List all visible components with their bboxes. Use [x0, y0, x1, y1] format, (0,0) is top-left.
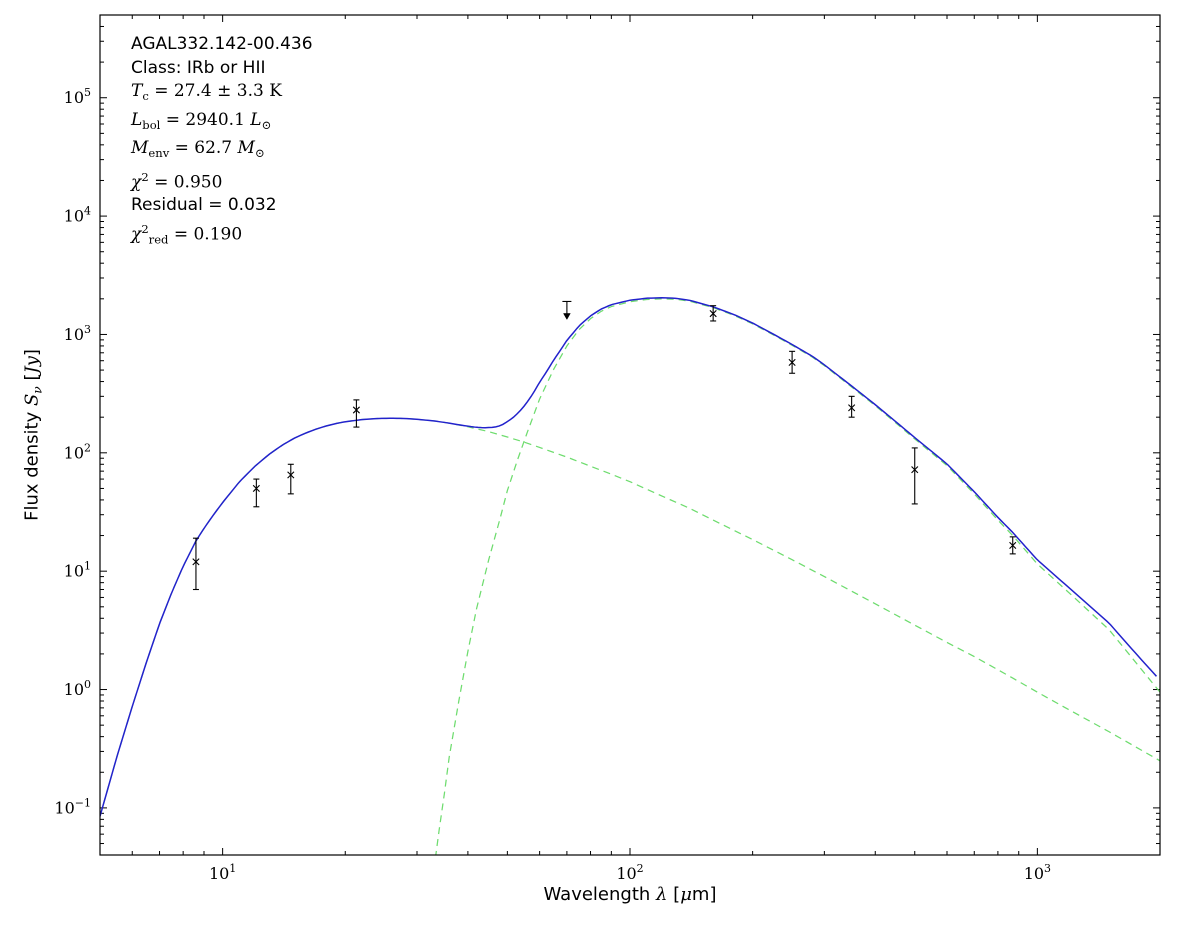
- y-tick-label: 100: [64, 678, 91, 699]
- upper-limit-arrow-icon: [563, 313, 571, 320]
- warm-component-curve: [100, 417, 1160, 817]
- text-segment: 2: [141, 221, 149, 236]
- data-marker: [788, 358, 796, 367]
- annotation-line: χ2red = 0.190: [131, 218, 313, 252]
- data-marker: [848, 404, 856, 412]
- data-marker: [709, 310, 717, 318]
- annotation-block: AGAL332.142-00.436 Class: IRb or HII Tc = …: [131, 33, 313, 252]
- data-marker: [352, 406, 360, 414]
- text-segment: m]: [691, 884, 717, 905]
- text-segment: S: [21, 393, 43, 407]
- annotation-line: χ2 = 0.950: [131, 166, 313, 195]
- text-segment: = 0.190: [168, 224, 243, 245]
- text-segment: L: [131, 109, 143, 130]
- total-model-curve: [100, 296, 1158, 817]
- x-axis-label: Wavelength λ [μm]: [544, 884, 717, 905]
- text-segment: T: [131, 81, 143, 101]
- plot-frame: [99, 14, 1161, 856]
- text-segment: χ: [131, 224, 142, 245]
- y-tick-label: 10−1: [54, 796, 91, 817]
- text-segment: env: [148, 146, 170, 161]
- text-segment: λ: [656, 884, 668, 905]
- text-segment: [: [667, 884, 681, 905]
- text-segment: c: [142, 89, 149, 104]
- text-segment: Class: IRb or HII: [131, 57, 266, 78]
- data-marker: [1009, 541, 1017, 550]
- text-segment: L: [250, 109, 262, 130]
- text-segment: M: [131, 138, 149, 159]
- x-tick-label: 103: [1024, 862, 1051, 883]
- text-segment: ⊙: [261, 117, 272, 132]
- y-tick-label: 104: [64, 205, 91, 226]
- annotation-line: Class: IRb or HII: [131, 57, 313, 81]
- text-segment: [: [21, 373, 43, 387]
- text-segment: ⊙: [254, 146, 265, 161]
- text-segment: Residual = 0.032: [131, 195, 277, 216]
- text-segment: = 2940.1: [160, 109, 251, 130]
- data-marker: [192, 558, 200, 566]
- y-tick-label: 105: [64, 86, 91, 107]
- text-segment: = 27.4 ± 3.3 K: [148, 81, 282, 101]
- text-segment: 2: [141, 169, 149, 184]
- text-segment: Wavelength: [543, 884, 657, 905]
- data-marker: [252, 484, 260, 493]
- cold-component-curve: [435, 298, 1160, 855]
- data-points: [192, 300, 1017, 591]
- text-segment: Jy: [21, 356, 43, 374]
- annotation-line: Lbol = 2940.1 L⊙: [131, 109, 313, 138]
- text-segment: = 0.950: [148, 171, 223, 192]
- axis-ticks: [100, 15, 1160, 855]
- text-segment: bol: [142, 117, 161, 132]
- x-tick-label: 102: [616, 862, 643, 883]
- y-tick-label: 102: [64, 441, 91, 462]
- data-marker: [911, 466, 919, 474]
- text-segment: ]: [21, 349, 43, 357]
- text-segment: = 62.7: [169, 138, 238, 159]
- annotation-line: Tc = 27.4 ± 3.3 K: [131, 80, 313, 109]
- data-marker: [287, 471, 295, 479]
- text-segment: AGAL332.142-00.436: [131, 34, 313, 54]
- text-segment: μ: [680, 884, 692, 905]
- annotation-line: Residual = 0.032: [131, 194, 313, 218]
- text-segment: ν: [30, 386, 45, 394]
- y-axis-label: Flux density Sν [Jy]: [21, 349, 44, 521]
- text-segment: M: [237, 138, 255, 159]
- text-segment: Flux density: [21, 406, 43, 521]
- annotation-line: AGAL332.142-00.436: [131, 33, 313, 57]
- text-segment: red: [148, 232, 169, 247]
- annotation-line: Menv = 62.7 M⊙: [131, 137, 313, 166]
- y-tick-label: 101: [64, 560, 91, 581]
- x-tick-label: 101: [209, 862, 236, 883]
- text-segment: χ: [131, 171, 142, 192]
- y-tick-label: 103: [64, 323, 91, 344]
